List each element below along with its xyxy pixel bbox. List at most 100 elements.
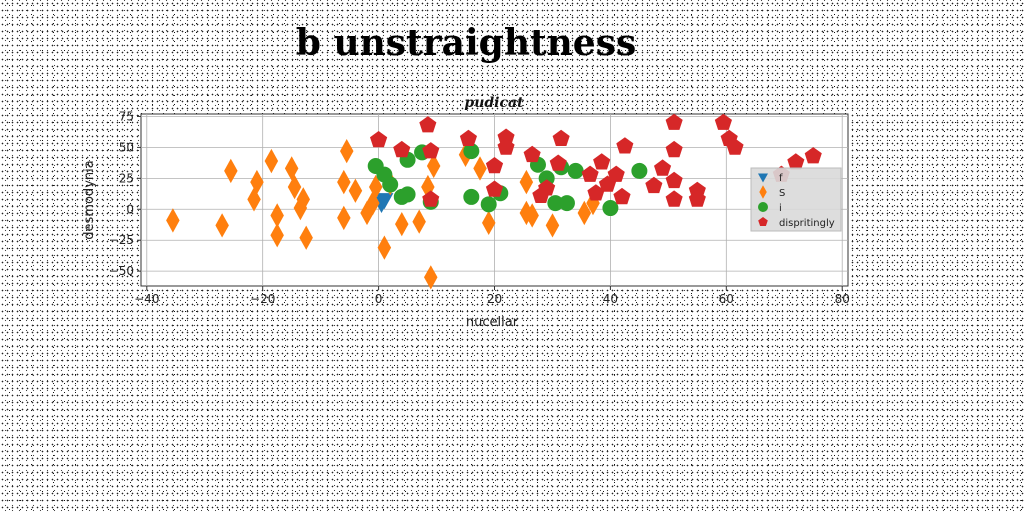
x-tick-label: −40 xyxy=(134,292,159,306)
point-s xyxy=(337,169,351,195)
point-s xyxy=(340,139,354,164)
x-tick-label: 20 xyxy=(487,292,502,306)
point-s xyxy=(377,235,392,260)
point-s xyxy=(250,169,264,195)
point-s xyxy=(264,148,279,174)
x-axis-ticks: −40 −20 0 20 40 60 80 xyxy=(134,286,850,306)
legend: fSi dispritingly xyxy=(750,167,842,232)
point-i xyxy=(631,162,648,179)
y-tick-label: −25 xyxy=(109,233,134,247)
point-s xyxy=(369,174,383,200)
point-dispritingly xyxy=(645,176,663,194)
point-s xyxy=(366,190,380,216)
point-dispritingly xyxy=(654,159,672,176)
point-s xyxy=(270,203,284,228)
point-dispritingly xyxy=(665,140,683,158)
point-s xyxy=(337,205,351,231)
point-i xyxy=(567,162,584,179)
point-dispritingly xyxy=(665,113,683,130)
point-dispritingly xyxy=(523,145,541,163)
legend-label: dispritingly xyxy=(779,218,835,229)
point-dispritingly xyxy=(497,128,515,145)
page-title: b unstraightness xyxy=(295,22,637,64)
legend-marker xyxy=(758,217,768,226)
point-s xyxy=(525,203,539,228)
point-i xyxy=(480,196,497,213)
point-dispritingly xyxy=(422,142,440,159)
point-f xyxy=(375,193,394,210)
point-i xyxy=(547,195,564,212)
point-i xyxy=(382,176,399,193)
point-dispritingly xyxy=(419,116,437,133)
point-s xyxy=(482,210,496,235)
point-s xyxy=(360,200,374,226)
point-dispritingly xyxy=(665,171,683,189)
point-dispritingly xyxy=(485,157,504,174)
point-s xyxy=(270,223,284,248)
legend-label: S xyxy=(779,188,785,199)
point-s xyxy=(577,200,592,226)
x-tick-label: 0 xyxy=(375,292,383,306)
legend-label: f xyxy=(779,173,783,184)
y-tick-label: 75 xyxy=(119,109,134,123)
point-dispritingly xyxy=(459,129,477,146)
point-dispritingly xyxy=(804,147,822,164)
point-dispritingly xyxy=(665,190,683,207)
y-tick-label: 0 xyxy=(126,202,134,216)
point-s xyxy=(247,187,261,212)
point-i xyxy=(399,186,416,203)
point-dispritingly xyxy=(587,184,605,201)
point-dispritingly xyxy=(714,113,732,130)
point-dispritingly xyxy=(787,153,805,170)
legend-marker xyxy=(758,173,768,183)
point-dispritingly xyxy=(688,190,706,207)
point-s xyxy=(545,213,560,238)
chart-subtitle: pudicat xyxy=(464,95,524,111)
point-s xyxy=(287,174,302,200)
legend-marker xyxy=(758,202,768,212)
point-dispritingly xyxy=(549,154,567,171)
y-axis-ticks: −50 −25 0 25 50 75 xyxy=(109,109,141,278)
point-dispritingly xyxy=(607,165,625,182)
point-s xyxy=(426,153,441,179)
y-axis-label: desmodynia xyxy=(82,160,97,239)
point-dispritingly xyxy=(613,187,631,205)
point-s xyxy=(166,208,180,233)
y-tick-label: 25 xyxy=(119,171,134,185)
point-i xyxy=(463,188,480,205)
point-dispritingly xyxy=(581,165,599,182)
x-tick-label: 60 xyxy=(719,292,734,306)
x-tick-label: −20 xyxy=(250,292,275,306)
data-points xyxy=(166,113,822,290)
point-dispritingly xyxy=(485,180,504,197)
point-s xyxy=(284,156,299,181)
y-tick-label: −50 xyxy=(109,264,134,278)
point-s xyxy=(519,169,534,195)
point-s xyxy=(299,225,313,250)
point-s xyxy=(215,213,229,238)
point-dispritingly xyxy=(593,153,611,170)
point-dispritingly xyxy=(422,190,440,207)
legend-label: i xyxy=(779,203,782,214)
point-i xyxy=(558,195,575,212)
point-dispritingly xyxy=(538,179,556,196)
y-tick-label: 50 xyxy=(119,140,134,154)
point-dispritingly xyxy=(726,138,744,155)
point-dispritingly xyxy=(370,131,388,148)
point-s xyxy=(224,158,238,184)
legend-marker xyxy=(759,185,767,199)
point-dispritingly xyxy=(393,140,411,158)
x-tick-label: 80 xyxy=(835,292,850,306)
point-dispritingly xyxy=(616,137,634,154)
point-i xyxy=(602,200,619,217)
point-i xyxy=(463,143,480,160)
point-s xyxy=(348,178,363,203)
point-s xyxy=(412,209,426,234)
point-s xyxy=(424,265,438,290)
point-dispritingly xyxy=(552,129,570,146)
x-tick-label: 40 xyxy=(603,292,618,306)
point-s xyxy=(296,187,310,212)
point-dispritingly xyxy=(497,138,515,155)
x-axis-label: nucellar xyxy=(466,315,519,330)
